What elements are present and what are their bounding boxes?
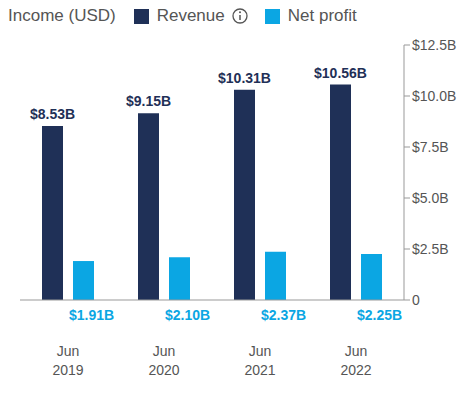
html-text:Net profit: Net profit <box>287 6 357 25</box>
svg-text:$2.37B: $2.37B <box>261 307 306 323</box>
svg-text:$2.5B: $2.5B <box>412 241 449 257</box>
svg-text:$10.31B: $10.31B <box>218 70 271 86</box>
svg-text:2022: 2022 <box>340 362 371 378</box>
html-text:Income (USD): Income (USD) <box>8 6 116 25</box>
svg-text:$10.56B: $10.56B <box>314 65 367 81</box>
svg-text:0: 0 <box>412 292 420 308</box>
svg-text:$7.5B: $7.5B <box>412 139 449 155</box>
svg-text:Jun: Jun <box>57 343 80 359</box>
svg-text:$2.10B: $2.10B <box>165 307 210 323</box>
svg-text:$10.0B: $10.0B <box>412 88 456 104</box>
svg-text:$8.53B: $8.53B <box>30 106 75 122</box>
svg-text:Jun: Jun <box>345 343 368 359</box>
html-text:Revenue: Revenue <box>156 6 225 25</box>
svg-text:$5.0B: $5.0B <box>412 190 449 206</box>
svg-text:2021: 2021 <box>244 362 275 378</box>
svg-text:$1.91B: $1.91B <box>69 307 114 323</box>
svg-text:Jun: Jun <box>153 343 176 359</box>
svg-text:$2.25B: $2.25B <box>357 307 402 323</box>
svg-text:$9.15B: $9.15B <box>126 93 171 109</box>
svg-text:2019: 2019 <box>52 362 83 378</box>
svg-text:2020: 2020 <box>148 362 179 378</box>
svg-text:$12.5B: $12.5B <box>412 37 456 53</box>
svg-text:Jun: Jun <box>249 343 272 359</box>
